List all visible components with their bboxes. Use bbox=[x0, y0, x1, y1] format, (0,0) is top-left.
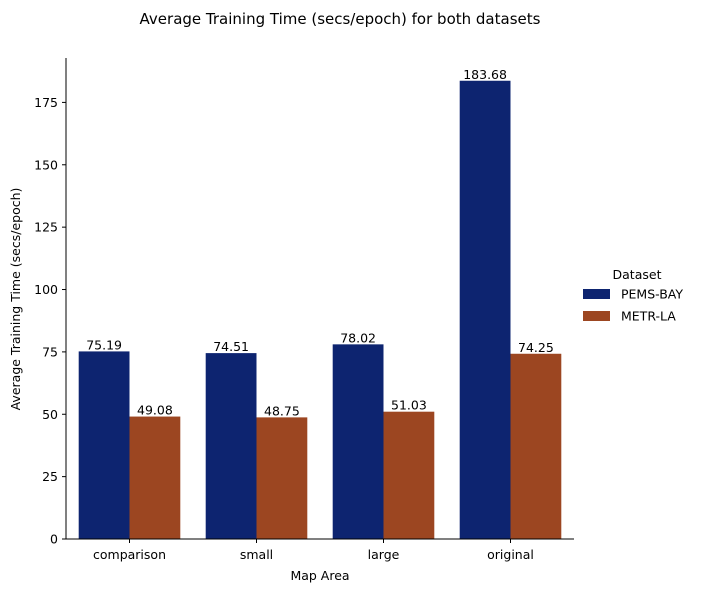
y-tick-label: 100 bbox=[34, 282, 58, 297]
legend-label-pems-bay: PEMS-BAY bbox=[621, 287, 683, 302]
plot-area: 75.19 49.08 74.51 48.75 78.02 51.03 183.68 74.2… bbox=[78, 67, 562, 540]
data-label-metr-la-large: 51.03 bbox=[391, 398, 427, 413]
y-tick-label: 0 bbox=[50, 532, 58, 547]
x-tick-label-comparison: comparison bbox=[93, 547, 166, 562]
data-label-metr-la-small: 48.75 bbox=[264, 403, 300, 418]
bar-metr-la-original bbox=[510, 353, 562, 539]
chart-title: Average Training Time (secs/epoch) for b… bbox=[140, 10, 541, 28]
data-label-pems-bay-small: 74.51 bbox=[213, 339, 249, 354]
bar-pems-bay-original bbox=[459, 80, 511, 540]
x-axis-label: Map Area bbox=[290, 568, 349, 583]
bar-pems-bay-small bbox=[205, 353, 257, 539]
y-tick-label: 50 bbox=[42, 407, 58, 422]
data-label-pems-bay-comparison: 75.19 bbox=[86, 337, 122, 352]
legend-swatch-pems-bay bbox=[583, 289, 610, 299]
bar-pems-bay-comparison bbox=[78, 351, 130, 539]
y-tick-label: 25 bbox=[42, 469, 58, 484]
bar-metr-la-small bbox=[256, 417, 308, 539]
legend: Dataset PEMS-BAY METR-LA bbox=[583, 267, 683, 324]
y-axis-label: Average Training Time (secs/epoch) bbox=[8, 188, 23, 411]
bar-metr-la-comparison bbox=[129, 416, 181, 539]
legend-swatch-metr-la bbox=[583, 311, 610, 321]
bar-metr-la-large bbox=[383, 411, 435, 539]
data-label-pems-bay-large: 78.02 bbox=[340, 330, 376, 345]
x-tick-label-large: large bbox=[368, 547, 400, 562]
data-label-metr-la-original: 74.25 bbox=[518, 340, 554, 355]
y-axis-ticks: 0 25 50 75 100 125 150 175 bbox=[34, 95, 66, 547]
legend-label-metr-la: METR-LA bbox=[621, 309, 676, 324]
bar-pems-bay-large bbox=[332, 344, 384, 539]
y-tick-label: 150 bbox=[34, 157, 58, 172]
x-axis-ticks: comparison small large original bbox=[93, 539, 534, 562]
y-tick-label: 175 bbox=[34, 95, 58, 110]
legend-title: Dataset bbox=[613, 267, 662, 282]
data-label-pems-bay-original: 183.68 bbox=[463, 67, 507, 82]
x-tick-label-original: original bbox=[487, 547, 534, 562]
y-tick-label: 125 bbox=[34, 220, 58, 235]
y-tick-label: 75 bbox=[42, 344, 58, 359]
x-tick-label-small: small bbox=[240, 547, 273, 562]
data-label-metr-la-comparison: 49.08 bbox=[137, 403, 173, 418]
